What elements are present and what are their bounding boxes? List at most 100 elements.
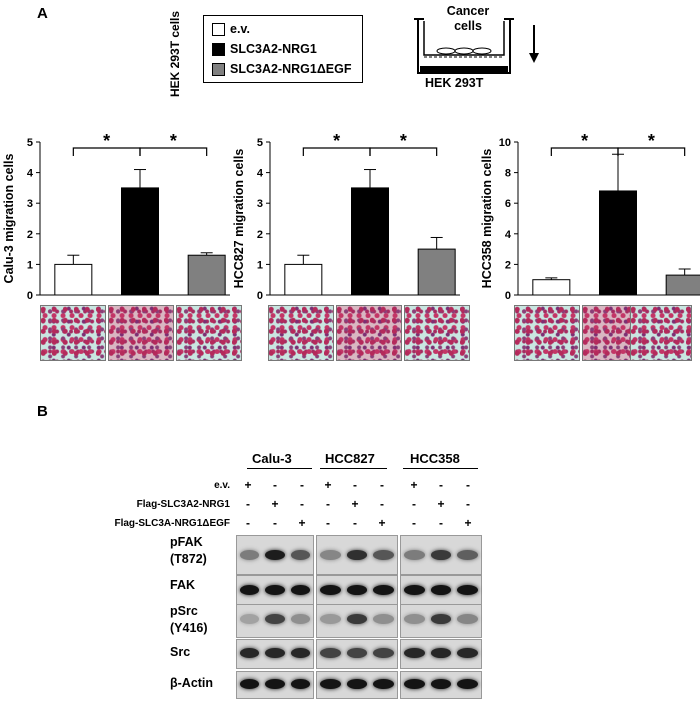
blot-band: [240, 648, 260, 658]
condition-sign: +: [464, 516, 472, 530]
underline-hcc358: [403, 468, 478, 469]
blot-band: [430, 614, 452, 624]
legend-swatch-white: [212, 23, 225, 37]
blot-band: [430, 648, 452, 658]
blot-panel: [236, 639, 314, 669]
blot-panel: [316, 535, 398, 575]
condition-sign: +: [244, 478, 252, 492]
y-tick-label: 3: [27, 198, 33, 210]
condition-sign: -: [466, 497, 470, 511]
bar: [121, 187, 159, 296]
blot-band: [404, 614, 425, 624]
blot-band: [457, 585, 478, 595]
legend-item-delta-egf: SLC3A2-NRG1ΔEGF: [212, 59, 362, 79]
blot-band: [346, 679, 368, 689]
transwell-schematic: [414, 18, 539, 74]
micrograph-hcc827-nrg1: [336, 305, 402, 361]
y-tick-label: 1: [257, 259, 263, 271]
condition-sign: +: [410, 478, 418, 492]
blot-band: [346, 614, 368, 624]
condition-sign: -: [273, 478, 277, 492]
condition-sign: -: [246, 516, 250, 530]
significance-bracket: [617, 147, 686, 156]
condition-sign: -: [300, 497, 304, 511]
blot-panel: [316, 639, 398, 669]
micrograph-calu3-delta: [176, 305, 242, 361]
y-tick-label: 5: [27, 137, 33, 149]
condition-sign: -: [300, 478, 304, 492]
row-label-actin: β-Actin: [170, 676, 214, 690]
blot-panel: [236, 671, 314, 699]
blot-band: [404, 585, 425, 595]
blot-band: [290, 550, 310, 560]
underline-hcc827: [320, 468, 387, 469]
blot-band: [290, 679, 310, 689]
bar: [532, 279, 571, 296]
significance-star: *: [581, 131, 588, 151]
condition-sign: +: [324, 478, 332, 492]
blot-band: [346, 550, 368, 560]
condition-sign: -: [380, 478, 384, 492]
condition-label-ev: e.v.: [214, 480, 230, 491]
y-tick-label: 1: [27, 259, 33, 271]
blot-band: [320, 550, 341, 560]
condition-sign: +: [378, 516, 386, 530]
condition-sign: -: [439, 478, 443, 492]
panel-b-letter: B: [37, 403, 48, 420]
blot-band: [457, 679, 478, 689]
blot-band: [346, 585, 368, 595]
y-tick-label: 4: [257, 168, 264, 180]
schematic-bottom-label: HEK 293T: [425, 76, 484, 90]
blot-band: [320, 679, 341, 689]
condition-sign: -: [326, 497, 330, 511]
legend-swatch-black: [212, 43, 225, 57]
y-tick-label: 8: [505, 168, 511, 180]
blot-band: [290, 614, 310, 624]
cell-line-calu3: Calu-3: [252, 451, 292, 466]
bar: [599, 190, 637, 296]
significance-bracket: [139, 147, 208, 156]
blot-band: [373, 648, 394, 658]
y-tick-label: 0: [505, 290, 511, 302]
y-tick-label: 2: [27, 229, 33, 241]
bar: [417, 248, 456, 296]
blot-band: [240, 679, 260, 689]
condition-sign: -: [412, 497, 416, 511]
blot-panel: [236, 575, 314, 605]
blot-panel: [400, 604, 482, 638]
significance-star: *: [103, 131, 110, 151]
blot-band: [404, 648, 425, 658]
bar: [665, 274, 700, 296]
blot-band: [373, 550, 394, 560]
blot-panel: [400, 535, 482, 575]
blot-panel: [236, 604, 314, 638]
cell-line-hcc827: HCC827: [325, 451, 375, 466]
blot-band: [404, 679, 425, 689]
blot-panel: [316, 604, 398, 638]
bar-chart-calu3: Calu-3 migration cells 0 1 2 3 4 5 * *: [2, 131, 230, 302]
schematic-top-label: Cancer cells: [446, 4, 490, 33]
blot-band: [290, 585, 310, 595]
legend-swatch-gray: [212, 63, 225, 77]
blot-band: [373, 679, 394, 689]
blot-band: [265, 614, 285, 624]
blot-band: [457, 614, 478, 624]
cell-line-label: HEK 293T cells: [168, 10, 182, 97]
micrograph-calu3-nrg1: [108, 305, 174, 361]
blot-band: [404, 550, 425, 560]
y-tick-label: 2: [257, 229, 263, 241]
row-label-pfak: pFAK (T872): [170, 535, 207, 566]
row-label-src: Src: [170, 645, 191, 659]
y-axis-label: HCC827 migration cells: [232, 149, 246, 289]
y-tick-label: 0: [257, 290, 263, 302]
y-tick-label: 0: [27, 290, 33, 302]
blot-band: [430, 679, 452, 689]
blot-band: [373, 585, 394, 595]
legend-item-ev: e.v.: [212, 19, 362, 39]
blot-band: [430, 550, 452, 560]
blot-panel: [236, 535, 314, 575]
condition-label-delta: Flag-SLC3A-NRG1ΔEGF: [114, 518, 230, 529]
significance-star: *: [648, 131, 655, 151]
blot-band: [373, 614, 394, 624]
blot-band: [240, 550, 260, 560]
